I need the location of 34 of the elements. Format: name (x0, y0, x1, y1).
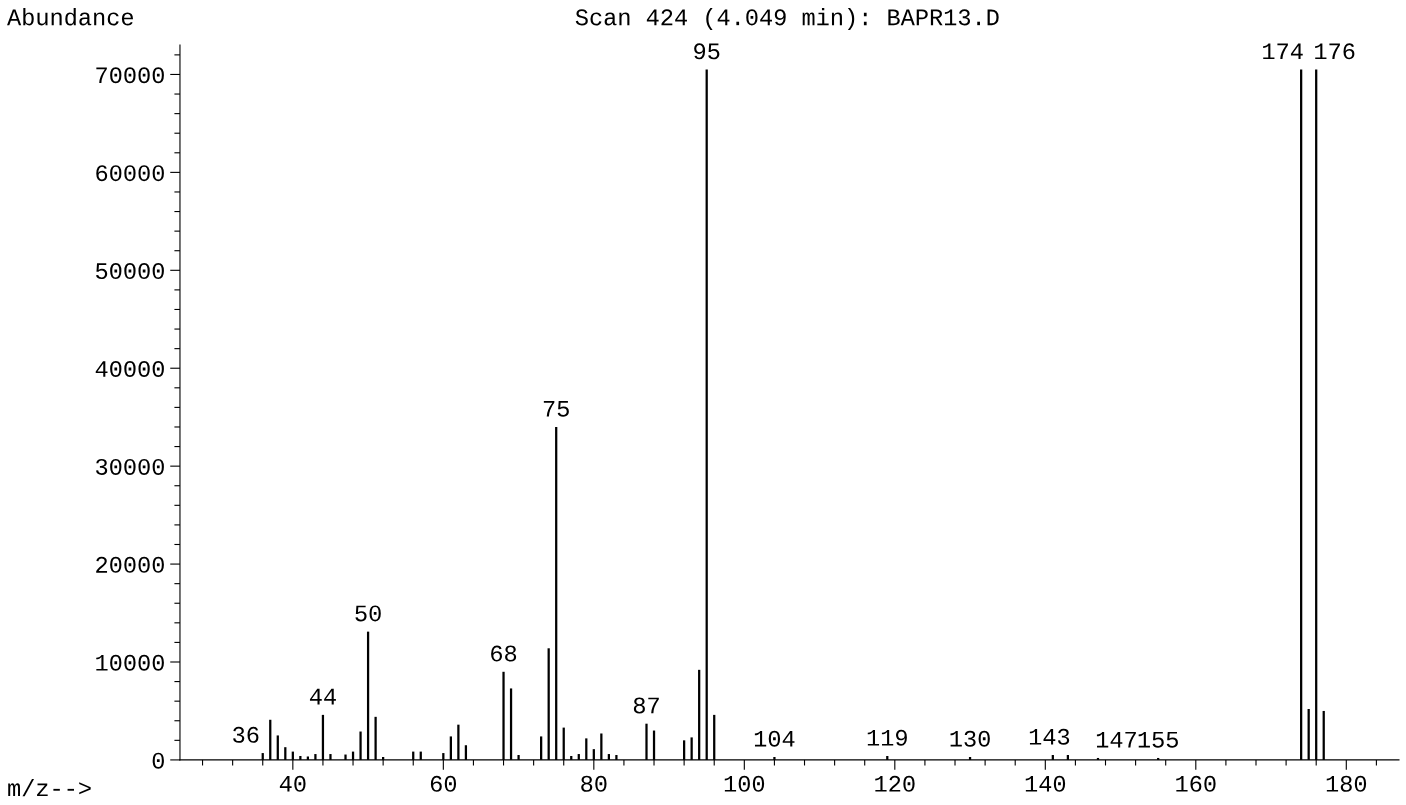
y-axis-title: Abundance (7, 8, 133, 26)
y-tick-label: 20000 (96, 556, 164, 573)
y-tick-label: 10000 (96, 654, 164, 671)
annotation: 143 (1029, 728, 1070, 745)
y-tick-label: 50000 (96, 263, 164, 280)
annotation: 95 (694, 43, 720, 60)
annotation: 68 (491, 645, 517, 662)
x-tick-label: 160 (1176, 775, 1216, 792)
y-tick-label: 0 (152, 752, 164, 769)
x-tick-label: 80 (581, 775, 607, 792)
annotation: 147 (1096, 731, 1136, 748)
x-tick-label: 140 (1025, 775, 1066, 792)
y-tick-label: 40000 (95, 360, 164, 378)
annotation: 174 (1263, 43, 1303, 60)
x-tick-label: 100 (724, 775, 765, 792)
annotation: 104 (754, 730, 795, 747)
annotation: 87 (633, 697, 659, 714)
annotation: 75 (543, 400, 569, 417)
y-tick-label: 30000 (96, 458, 164, 475)
annotation: 176 (1315, 43, 1355, 60)
annotation: 119 (867, 729, 907, 746)
x-axis-title: m/z--> (8, 778, 91, 797)
annotation: 36 (233, 726, 259, 743)
annotation: 155 (1138, 731, 1178, 748)
chart-title: Scan 424 (4.049 min): BAPR13.D (575, 8, 999, 31)
y-tick-label: 60000 (96, 165, 164, 182)
annotation: 44 (309, 688, 336, 705)
x-tick-label: 120 (875, 775, 915, 792)
x-tick-label: 180 (1326, 775, 1367, 792)
y-tick-label: 70000 (96, 67, 164, 84)
annotation: 50 (355, 605, 381, 622)
x-tick-label: 60 (430, 775, 457, 792)
annotation: 130 (950, 730, 990, 747)
x-tick-label: 40 (279, 775, 306, 792)
